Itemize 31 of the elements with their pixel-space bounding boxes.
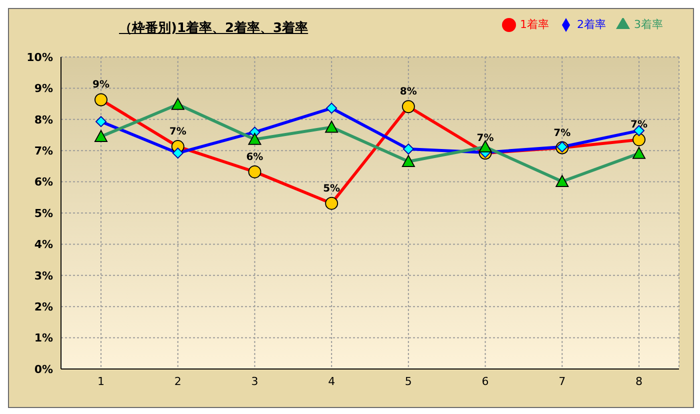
y-tick-label: 3% bbox=[34, 269, 53, 282]
y-tick-label: 2% bbox=[34, 300, 53, 314]
x-tick-label: 5 bbox=[404, 374, 412, 388]
y-tick-label: 1% bbox=[34, 332, 53, 345]
legend-label: 2着率 bbox=[577, 18, 606, 31]
y-tick-label: 7% bbox=[34, 144, 53, 158]
y-tick-label: 9% bbox=[34, 82, 53, 96]
y-tick-label: 5% bbox=[34, 206, 53, 220]
data-label: 6% bbox=[246, 152, 264, 163]
legend-label: 3着率 bbox=[634, 18, 663, 31]
data-label: 7% bbox=[476, 133, 494, 144]
chart-title: （枠番別)1着率、2着率、3着率 bbox=[119, 20, 308, 37]
x-tick-label: 8 bbox=[636, 374, 642, 388]
y-tick-label: 4% bbox=[34, 238, 53, 252]
y-tick-label: 10% bbox=[26, 50, 53, 64]
x-tick-label: 4 bbox=[328, 374, 336, 388]
data-label: 7% bbox=[554, 128, 571, 139]
x-tick-label: 7 bbox=[558, 374, 566, 388]
data-label: 9% bbox=[92, 80, 110, 91]
y-tick-label: 8% bbox=[34, 113, 53, 126]
x-tick-label: 3 bbox=[251, 374, 258, 388]
legend-label: 1着率 bbox=[520, 18, 549, 31]
y-tick-label: 0% bbox=[34, 362, 53, 376]
x-tick-label: 1 bbox=[98, 374, 104, 388]
x-tick-label: 2 bbox=[174, 374, 182, 388]
data-label: 7% bbox=[630, 120, 648, 131]
data-label: 7% bbox=[169, 126, 186, 138]
x-tick-label: 6 bbox=[482, 374, 489, 388]
y-tick-label: 6% bbox=[34, 176, 53, 189]
data-label: 5% bbox=[323, 183, 340, 194]
data-label: 8% bbox=[400, 86, 417, 98]
